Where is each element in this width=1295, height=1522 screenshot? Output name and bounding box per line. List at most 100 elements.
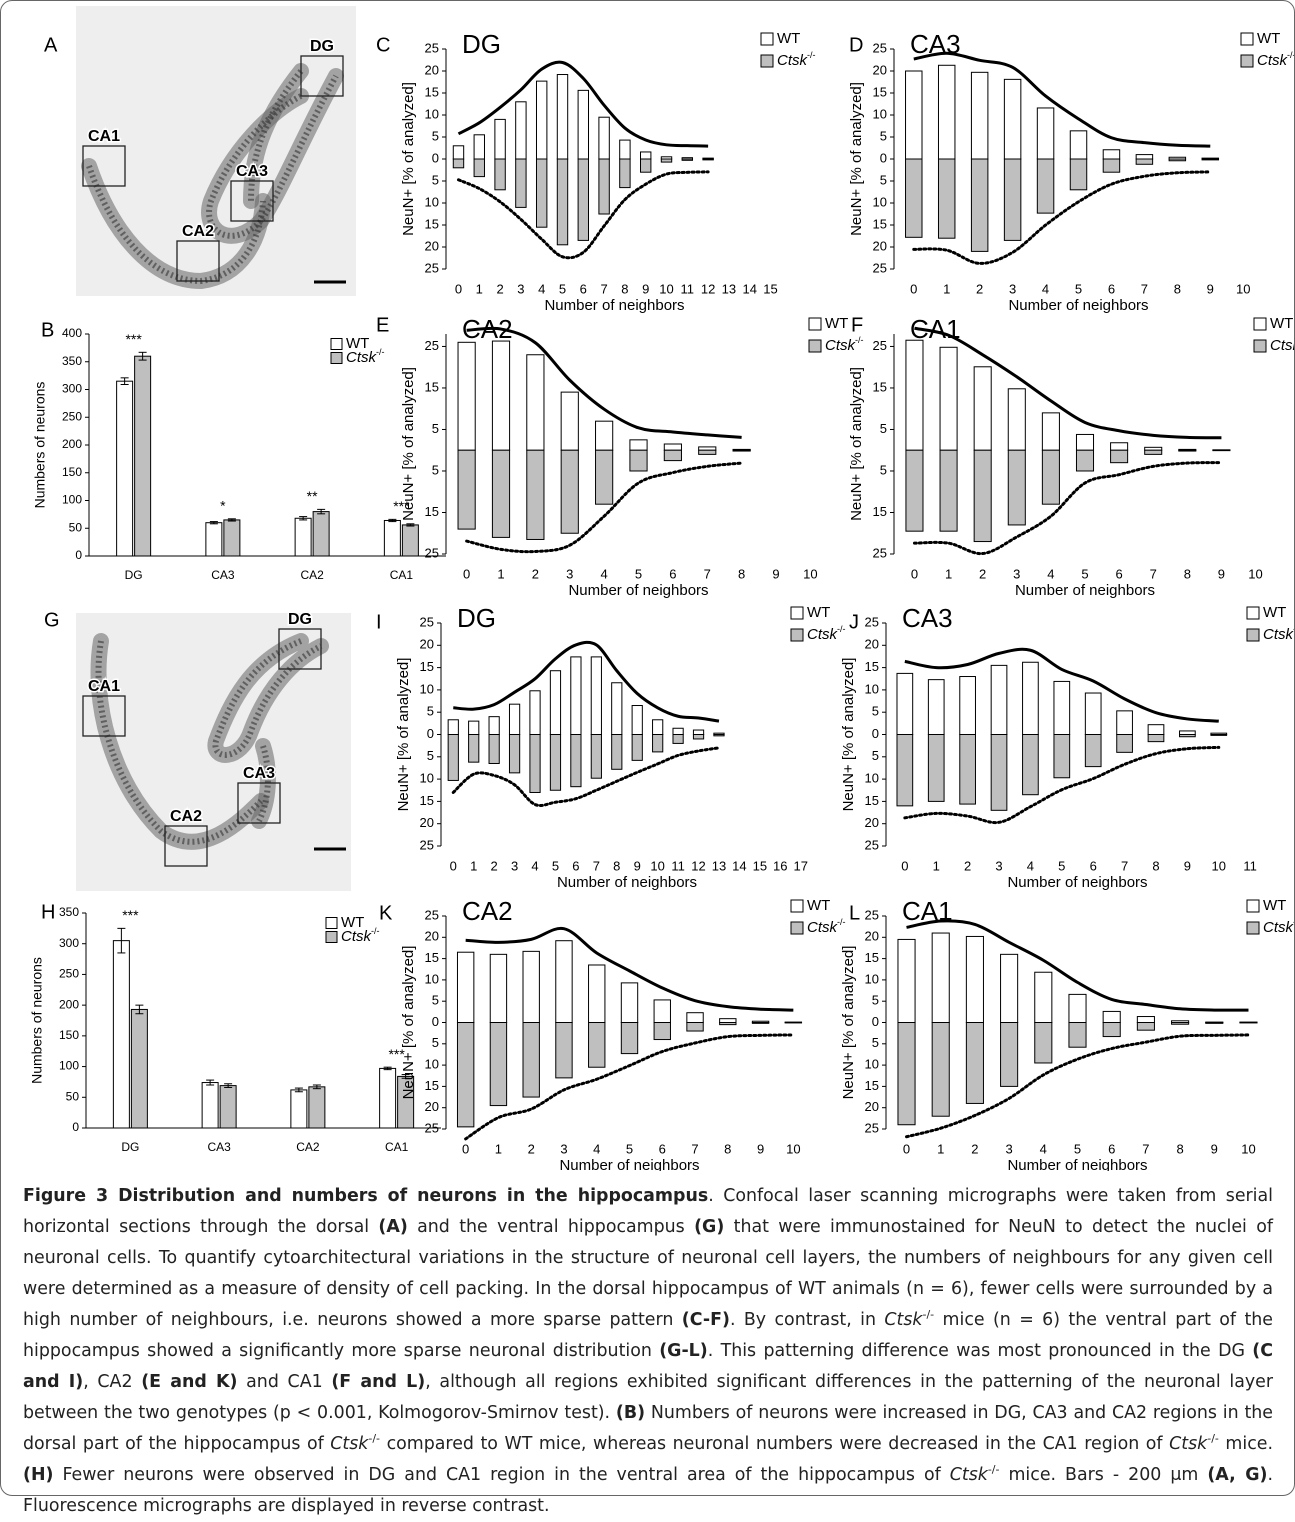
legend-swatch <box>809 318 821 330</box>
bar <box>898 1023 915 1125</box>
legend-swatch <box>331 339 342 350</box>
caption-bold: (C-F) <box>682 1310 730 1330</box>
x-tick-label: 3 <box>566 566 573 581</box>
y-tick-label: 5 <box>432 128 439 143</box>
bar <box>1111 443 1128 450</box>
caption-normal: , CA2 <box>83 1372 141 1392</box>
x-tick-label: 2 <box>964 858 971 873</box>
bar <box>1117 711 1133 735</box>
bar <box>664 444 681 450</box>
bar <box>630 450 647 471</box>
bar <box>938 159 954 238</box>
bar <box>1001 1023 1018 1087</box>
legend-label: WT <box>1270 315 1293 332</box>
x-tick-label: 10 <box>1248 566 1262 581</box>
x-axis-label: Number of neighbors <box>559 1157 699 1171</box>
x-tick-label: 5 <box>1074 1141 1081 1156</box>
legend-label: Ctsk-/- <box>825 335 864 354</box>
panel-label: L <box>849 902 860 924</box>
x-tick-label: 0 <box>910 281 917 296</box>
region-label: CA3 <box>243 765 275 782</box>
x-tick-label: 9 <box>1211 1141 1218 1156</box>
y-axis-label: Numbers of neurons <box>32 382 48 509</box>
bar <box>1103 1011 1120 1022</box>
panel-label: E <box>376 314 389 336</box>
bar <box>1023 735 1039 795</box>
y-tick-label: 5 <box>872 748 879 763</box>
bar <box>495 119 505 159</box>
x-tick-label: 12 <box>691 858 705 873</box>
bar <box>1145 450 1162 454</box>
x-tick-label: 7 <box>1141 281 1148 296</box>
bar <box>898 939 915 1022</box>
bar <box>495 159 505 190</box>
bar <box>1004 159 1020 240</box>
x-tick-label: CA3 <box>211 568 235 582</box>
legend-label: Ctsk-/- <box>1270 335 1294 354</box>
x-tick-label: 10 <box>786 1141 800 1156</box>
y-tick-label: 15 <box>865 1078 879 1093</box>
x-tick-label: 6 <box>572 858 579 873</box>
x-tick-label: DG <box>125 568 143 582</box>
y-tick-label: 15 <box>873 379 887 394</box>
x-tick-label: 1 <box>497 566 504 581</box>
y-tick-label: 15 <box>420 659 434 674</box>
y-axis-label: NeuN+ [% of analyzed] <box>848 82 865 236</box>
x-axis-label: Number of neighbors <box>1008 297 1148 314</box>
x-tick-label: 9 <box>1184 858 1191 873</box>
y-tick-label: 20 <box>865 637 879 652</box>
bar <box>932 1023 949 1117</box>
bar <box>1169 159 1185 161</box>
y-axis-label: NeuN+ [% of analyzed] <box>400 82 417 236</box>
x-tick-label: 9 <box>1218 566 1225 581</box>
bar <box>612 735 622 770</box>
y-tick-label: 25 <box>865 907 879 922</box>
bar <box>589 1023 605 1068</box>
bar <box>561 450 578 533</box>
y-tick-label: 5 <box>880 421 887 436</box>
bar <box>489 717 499 735</box>
caption-bold: Figure 3 Distribution and numbers of neu… <box>23 1186 708 1206</box>
caption-superscript: -/- <box>1207 1432 1219 1445</box>
x-tick-label: 5 <box>626 1141 633 1156</box>
y-tick-label: 0 <box>427 726 434 741</box>
y-tick-label: 25 <box>420 614 434 629</box>
y-tick-label: 20 <box>425 929 439 944</box>
caption-italic: Ctsk <box>884 1310 922 1330</box>
x-tick-label: 1 <box>476 281 483 296</box>
x-tick-label: 8 <box>724 1141 731 1156</box>
bar <box>530 735 540 793</box>
bar <box>596 450 613 504</box>
y-tick-label: 25 <box>425 40 439 55</box>
caption-normal: Fewer neurons were observed in DG and CA… <box>53 1465 949 1485</box>
bar <box>1069 1023 1086 1048</box>
bar <box>673 728 683 734</box>
bar <box>1103 1023 1120 1037</box>
bar <box>509 735 519 773</box>
x-tick-label: CA2 <box>300 568 324 582</box>
bar <box>492 341 509 450</box>
bar <box>621 983 637 1023</box>
x-tick-label: 9 <box>642 281 649 296</box>
x-tick-label: 8 <box>1176 1141 1183 1156</box>
bar <box>571 735 581 787</box>
bar <box>589 965 605 1023</box>
legend-swatch <box>1247 922 1259 934</box>
bar <box>448 735 458 781</box>
x-tick-label: 14 <box>742 281 756 296</box>
x-tick-label: 11 <box>671 858 685 873</box>
y-tick-label: 0 <box>432 150 439 165</box>
x-tick-label: 9 <box>772 566 779 581</box>
x-tick-label: 3 <box>517 281 524 296</box>
y-tick-label: 5 <box>872 993 879 1008</box>
x-axis-label: Number of neighbors <box>1007 1157 1147 1171</box>
envelope-curve <box>914 463 1221 554</box>
y-tick-label: 15 <box>425 84 439 99</box>
caption-normal: . This patterning difference was most pr… <box>708 1341 1253 1361</box>
x-tick-label: 6 <box>1108 1141 1115 1156</box>
legend-swatch <box>1241 33 1253 45</box>
y-tick-label: 0 <box>880 150 887 165</box>
panel-label: B <box>41 319 54 341</box>
bar <box>1076 450 1093 471</box>
bar <box>135 356 151 556</box>
